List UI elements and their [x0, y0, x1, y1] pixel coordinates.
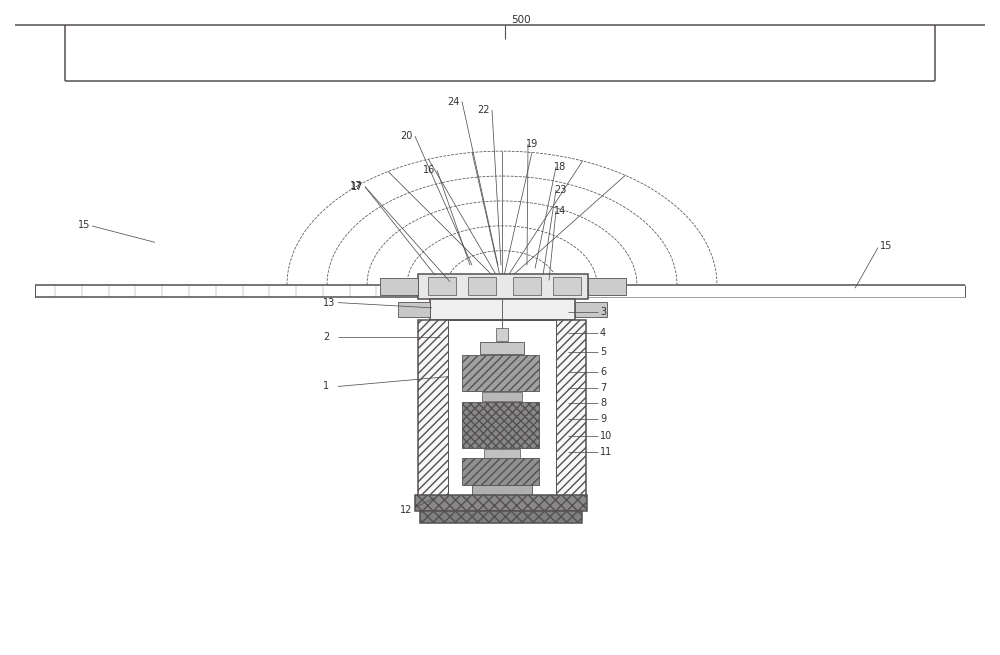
Bar — [482, 392, 522, 401]
Bar — [462, 402, 539, 448]
Text: 1: 1 — [323, 381, 329, 392]
Text: 2: 2 — [323, 332, 329, 343]
Text: 23: 23 — [554, 185, 566, 195]
Bar — [430, 299, 575, 320]
Bar — [380, 278, 418, 295]
Bar — [420, 511, 582, 523]
Text: 17: 17 — [350, 181, 362, 191]
Bar — [480, 342, 524, 354]
Text: 15: 15 — [78, 220, 90, 231]
Bar — [472, 485, 532, 497]
Text: 17: 17 — [351, 181, 363, 192]
Bar — [468, 277, 496, 295]
Bar — [398, 302, 430, 317]
Text: 16: 16 — [423, 165, 435, 176]
Text: 12: 12 — [400, 504, 412, 515]
Text: 20: 20 — [401, 131, 413, 141]
Text: 7: 7 — [600, 383, 606, 393]
Bar — [553, 277, 581, 295]
Bar — [428, 277, 456, 295]
Bar — [588, 278, 626, 295]
Text: 9: 9 — [600, 414, 606, 424]
Text: 4: 4 — [600, 328, 606, 338]
Text: 22: 22 — [478, 105, 490, 115]
Bar — [418, 274, 588, 299]
Text: 19: 19 — [526, 139, 538, 149]
Text: 6: 6 — [600, 367, 606, 377]
Text: 18: 18 — [554, 162, 566, 172]
Bar — [575, 302, 607, 317]
Bar — [484, 449, 520, 458]
Bar — [462, 355, 539, 391]
Text: 3: 3 — [600, 307, 606, 317]
Bar — [448, 320, 556, 498]
Bar — [462, 458, 539, 485]
Text: 15: 15 — [880, 241, 892, 252]
Text: 13: 13 — [323, 297, 335, 308]
Text: 14: 14 — [554, 206, 566, 216]
Text: 5: 5 — [600, 347, 606, 358]
Bar — [496, 328, 508, 341]
Text: 8: 8 — [600, 398, 606, 409]
Bar — [482, 498, 522, 511]
Text: 11: 11 — [600, 447, 612, 457]
Bar — [415, 495, 587, 511]
Text: 24: 24 — [448, 96, 460, 107]
Bar — [418, 320, 586, 498]
Text: 10: 10 — [600, 430, 612, 441]
Bar — [513, 277, 541, 295]
Text: 500: 500 — [511, 14, 531, 25]
